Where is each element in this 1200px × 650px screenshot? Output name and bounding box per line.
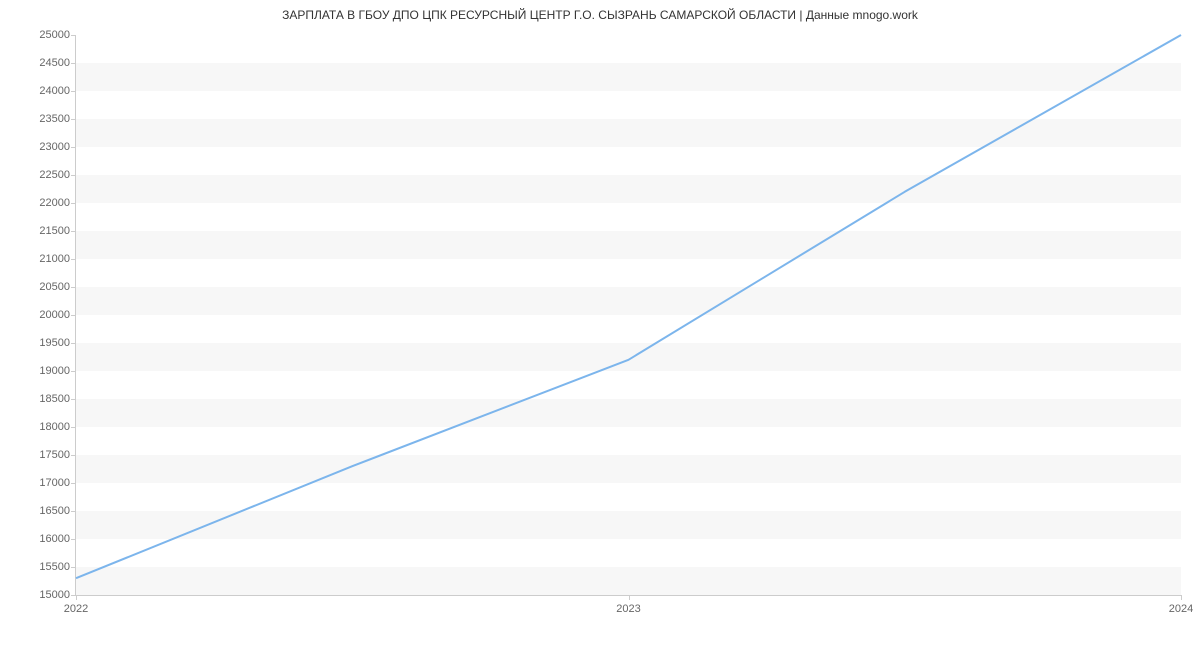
x-tick-label: 2022 [64, 603, 88, 615]
plot-area: 1500015500160001650017000175001800018500… [75, 35, 1181, 596]
y-tick-mark [71, 119, 76, 120]
salary-chart: ЗАРПЛАТА В ГБОУ ДПО ЦПК РЕСУРСНЫЙ ЦЕНТР … [0, 0, 1200, 650]
y-tick-mark [71, 287, 76, 288]
y-tick-label: 24500 [39, 57, 70, 69]
y-tick-label: 22000 [39, 197, 70, 209]
y-tick-mark [71, 371, 76, 372]
y-tick-mark [71, 203, 76, 204]
y-tick-mark [71, 259, 76, 260]
y-tick-mark [71, 315, 76, 316]
y-tick-label: 21500 [39, 225, 70, 237]
y-tick-mark [71, 343, 76, 344]
y-tick-label: 20000 [39, 309, 70, 321]
y-tick-label: 17500 [39, 449, 70, 461]
y-tick-mark [71, 91, 76, 92]
y-tick-mark [71, 455, 76, 456]
y-tick-label: 15500 [39, 561, 70, 573]
x-tick-label: 2023 [616, 603, 640, 615]
y-tick-label: 20500 [39, 281, 70, 293]
x-tick-mark [76, 595, 77, 600]
y-tick-label: 16000 [39, 533, 70, 545]
x-tick-mark [1181, 595, 1182, 600]
y-tick-mark [71, 427, 76, 428]
y-tick-mark [71, 567, 76, 568]
y-tick-mark [71, 399, 76, 400]
y-tick-mark [71, 175, 76, 176]
y-tick-mark [71, 63, 76, 64]
y-tick-label: 23000 [39, 141, 70, 153]
x-tick-mark [629, 595, 630, 600]
y-tick-mark [71, 511, 76, 512]
y-tick-mark [71, 147, 76, 148]
y-tick-label: 19000 [39, 365, 70, 377]
y-tick-label: 23500 [39, 113, 70, 125]
y-tick-mark [71, 483, 76, 484]
line-series [76, 35, 1181, 595]
y-tick-mark [71, 231, 76, 232]
y-tick-label: 18000 [39, 421, 70, 433]
salary-line [76, 35, 1181, 578]
y-tick-label: 18500 [39, 393, 70, 405]
y-tick-label: 25000 [39, 29, 70, 41]
y-tick-label: 15000 [39, 589, 70, 601]
x-tick-label: 2024 [1169, 603, 1193, 615]
y-tick-label: 17000 [39, 477, 70, 489]
y-tick-label: 19500 [39, 337, 70, 349]
y-tick-label: 21000 [39, 253, 70, 265]
y-tick-label: 24000 [39, 85, 70, 97]
y-tick-mark [71, 35, 76, 36]
y-tick-mark [71, 539, 76, 540]
chart-title: ЗАРПЛАТА В ГБОУ ДПО ЦПК РЕСУРСНЫЙ ЦЕНТР … [0, 8, 1200, 22]
y-tick-label: 16500 [39, 505, 70, 517]
y-tick-label: 22500 [39, 169, 70, 181]
